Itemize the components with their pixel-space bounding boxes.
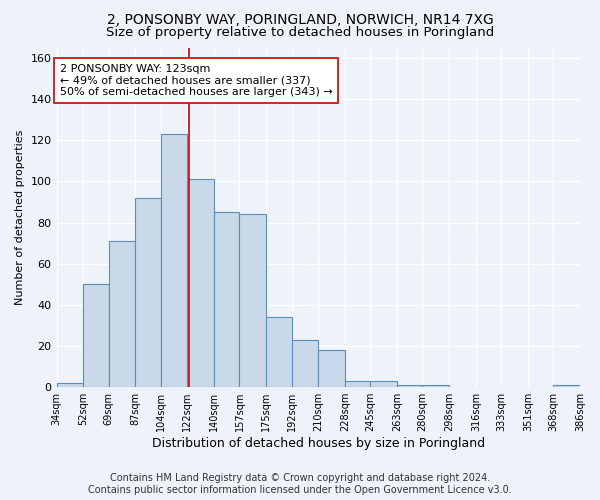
- Bar: [318, 350, 345, 387]
- Bar: [239, 214, 266, 387]
- Bar: [56, 383, 83, 387]
- Bar: [83, 284, 109, 387]
- Text: Size of property relative to detached houses in Poringland: Size of property relative to detached ho…: [106, 26, 494, 39]
- X-axis label: Distribution of detached houses by size in Poringland: Distribution of detached houses by size …: [152, 437, 485, 450]
- Text: 2, PONSONBY WAY, PORINGLAND, NORWICH, NR14 7XG: 2, PONSONBY WAY, PORINGLAND, NORWICH, NR…: [107, 12, 493, 26]
- Text: 2 PONSONBY WAY: 123sqm
← 49% of detached houses are smaller (337)
50% of semi-de: 2 PONSONBY WAY: 123sqm ← 49% of detached…: [59, 64, 332, 97]
- Bar: [136, 198, 161, 387]
- Bar: [397, 385, 422, 387]
- Bar: [345, 381, 370, 387]
- Y-axis label: Number of detached properties: Number of detached properties: [15, 130, 25, 305]
- Bar: [161, 134, 187, 387]
- Bar: [109, 241, 136, 387]
- Bar: [266, 317, 292, 387]
- Bar: [422, 385, 449, 387]
- Bar: [292, 340, 318, 387]
- Bar: [214, 212, 239, 387]
- Bar: [187, 180, 214, 387]
- Bar: [553, 385, 580, 387]
- Bar: [370, 381, 397, 387]
- Text: Contains HM Land Registry data © Crown copyright and database right 2024.
Contai: Contains HM Land Registry data © Crown c…: [88, 474, 512, 495]
